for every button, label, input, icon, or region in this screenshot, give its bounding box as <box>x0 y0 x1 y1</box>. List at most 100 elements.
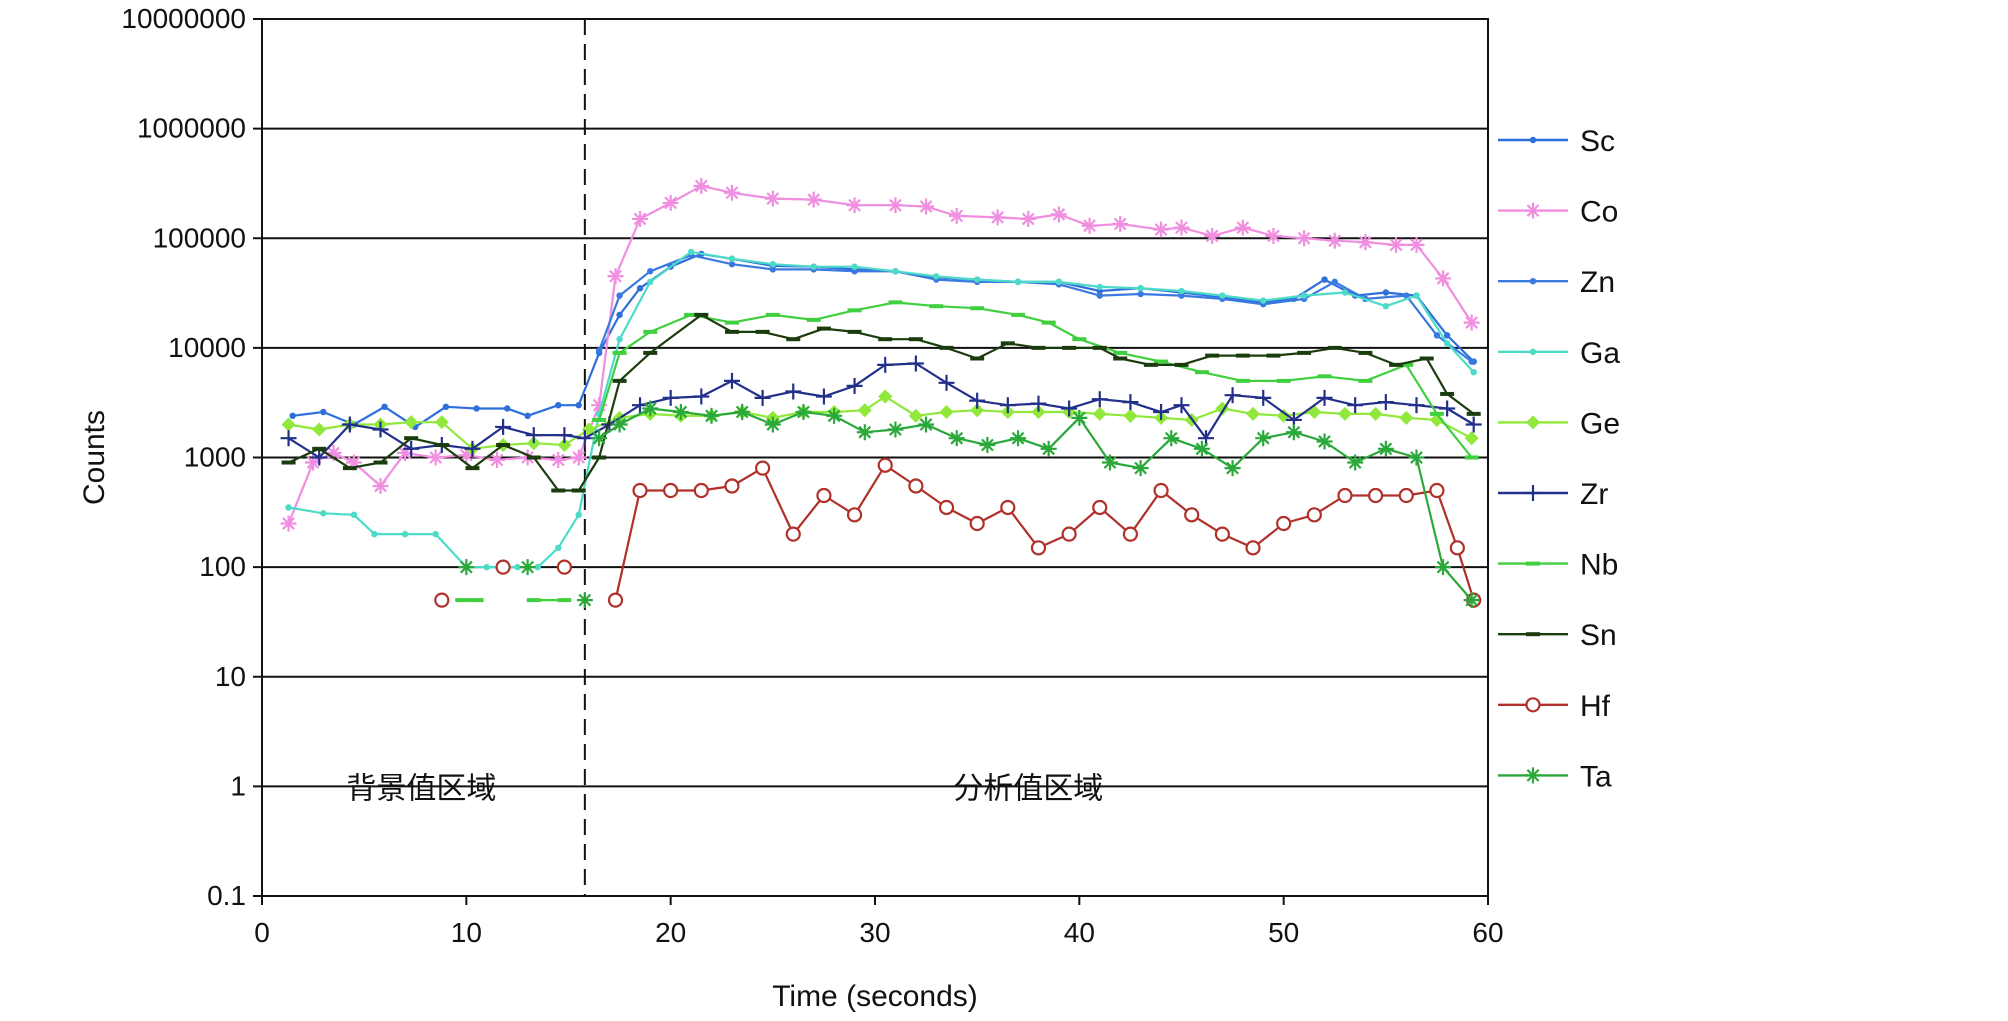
data-point-ta <box>826 408 842 424</box>
fragment-ta <box>520 559 536 575</box>
data-point-hf <box>848 508 861 521</box>
legend-label-zn: Zn <box>1580 266 1615 299</box>
data-point-zn <box>1468 358 1474 364</box>
legend-label-co: Co <box>1580 196 1618 229</box>
y-tick-label: 1000000 <box>137 113 246 144</box>
data-point-co <box>847 197 863 213</box>
y-tick-label: 100000 <box>153 222 246 253</box>
legend-label-sn: Sn <box>1580 619 1617 652</box>
data-point-ta <box>1317 433 1333 449</box>
data-point-ga <box>484 564 490 570</box>
data-point-co <box>550 452 566 468</box>
data-point-ga <box>1097 284 1103 290</box>
data-point-ga <box>1413 292 1419 298</box>
data-point-ga <box>576 512 582 518</box>
data-point-hf <box>634 484 647 497</box>
data-point-ta <box>1378 441 1394 457</box>
data-point-sc <box>473 405 479 411</box>
data-point-co <box>887 197 903 213</box>
data-point-hf <box>1216 528 1229 541</box>
data-point-sc <box>443 404 449 410</box>
legend-label-zr: Zr <box>1580 478 1608 511</box>
data-point-zn <box>1137 291 1143 297</box>
data-point-sc <box>504 405 510 411</box>
data-point-ga <box>811 264 817 270</box>
data-point-zn <box>647 268 653 274</box>
fragment-ta <box>577 592 593 608</box>
x-tick-label: 50 <box>1268 917 1299 948</box>
data-point-ga <box>688 249 694 255</box>
data-point-co <box>918 198 934 214</box>
data-point-sc <box>524 413 530 419</box>
data-point-ga <box>432 531 438 537</box>
data-point-hf <box>756 462 769 475</box>
data-point-hf <box>1308 508 1321 521</box>
data-point-ta <box>734 404 750 420</box>
data-point-hf <box>971 517 984 530</box>
x-tick-label: 20 <box>655 917 686 948</box>
y-tick-label: 10 <box>215 661 246 692</box>
y-tick-label: 1 <box>230 770 246 801</box>
data-point-hf <box>1369 489 1382 502</box>
data-point-ga <box>1301 292 1307 298</box>
legend-label-ta: Ta <box>1580 760 1612 793</box>
x-tick-label: 0 <box>254 917 270 948</box>
data-point-hf <box>497 561 510 574</box>
data-point-sc <box>555 402 561 408</box>
data-point-ga <box>1219 292 1225 298</box>
data-point-co <box>607 268 623 284</box>
data-point-hf <box>725 479 738 492</box>
data-point-hf <box>817 489 830 502</box>
data-point-hf <box>558 561 571 574</box>
legend-label-ga: Ga <box>1580 337 1620 370</box>
data-point-hf <box>609 594 622 607</box>
fragment-hf <box>435 594 448 607</box>
data-point-hf <box>695 484 708 497</box>
x-tick-label: 10 <box>451 917 482 948</box>
data-point-hf <box>909 479 922 492</box>
data-point-ta <box>887 422 903 438</box>
legend-label-sc: Sc <box>1580 125 1615 158</box>
data-point-hf <box>1451 541 1464 554</box>
legend-marker-zn <box>1530 278 1536 284</box>
annotation-analysis-region: 分析值区域 <box>953 771 1103 806</box>
data-point-hf <box>1338 489 1351 502</box>
data-point-sc <box>576 402 582 408</box>
data-point-hf <box>1277 517 1290 530</box>
y-axis-title: Counts <box>78 410 111 505</box>
data-point-ga <box>892 268 898 274</box>
x-axis-title: Time (seconds) <box>772 980 978 1013</box>
data-point-ga <box>555 545 561 551</box>
x-tick-label: 60 <box>1472 917 1503 948</box>
data-point-ga <box>1015 279 1021 285</box>
data-point-sc <box>320 409 326 415</box>
data-point-hf <box>435 594 448 607</box>
data-point-hf <box>1247 541 1260 554</box>
legend-label-ge: Ge <box>1580 407 1620 440</box>
data-point-ta <box>1408 450 1424 466</box>
data-point-co <box>1408 237 1424 253</box>
data-point-ga <box>285 504 291 510</box>
fragment-hf <box>497 561 510 574</box>
data-point-hf <box>1063 528 1076 541</box>
data-point-hf <box>1093 501 1106 514</box>
data-point-co <box>571 450 587 466</box>
data-point-ta <box>1464 592 1480 608</box>
data-point-co <box>1388 237 1404 253</box>
data-point-ta <box>673 404 689 420</box>
data-point-ga <box>1470 369 1476 375</box>
data-point-ga <box>1056 279 1062 285</box>
data-point-hf <box>1430 484 1443 497</box>
data-point-zn <box>1434 332 1440 338</box>
data-point-ta <box>1435 559 1451 575</box>
data-point-sc <box>381 404 387 410</box>
y-tick-label: 10000000 <box>121 3 246 34</box>
data-point-ga <box>1260 297 1266 303</box>
data-point-co <box>373 478 389 494</box>
data-point-hf <box>1400 489 1413 502</box>
legend-label-hf: Hf <box>1580 690 1611 723</box>
legend-marker-ta <box>1525 767 1541 783</box>
data-point-ga <box>1178 288 1184 294</box>
data-point-co <box>1464 315 1480 331</box>
data-point-co <box>990 209 1006 225</box>
